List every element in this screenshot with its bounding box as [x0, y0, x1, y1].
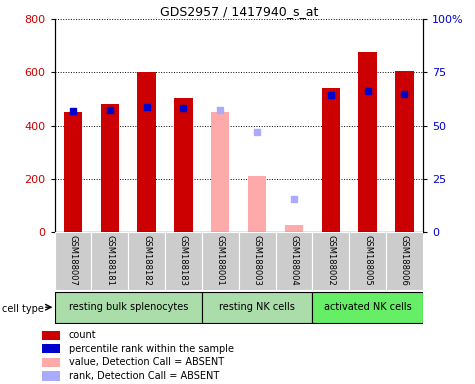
Text: value, Detection Call = ABSENT: value, Detection Call = ABSENT — [68, 358, 224, 367]
Text: GSM188183: GSM188183 — [179, 235, 188, 286]
Bar — [285, 225, 303, 232]
Text: GSM188002: GSM188002 — [326, 235, 335, 286]
Text: count: count — [68, 330, 96, 340]
Bar — [358, 53, 377, 232]
Bar — [101, 104, 119, 232]
Bar — [42, 358, 60, 367]
Text: rank, Detection Call = ABSENT: rank, Detection Call = ABSENT — [68, 371, 219, 381]
Bar — [42, 371, 60, 381]
Bar — [313, 232, 349, 290]
Bar — [248, 175, 266, 232]
Text: GSM188181: GSM188181 — [105, 235, 114, 286]
Bar — [395, 71, 414, 232]
Text: resting bulk splenocytes: resting bulk splenocytes — [68, 302, 188, 312]
Bar — [276, 232, 313, 290]
Text: resting NK cells: resting NK cells — [219, 302, 295, 312]
Bar — [42, 331, 60, 340]
Text: GSM188001: GSM188001 — [216, 235, 225, 286]
Bar — [165, 232, 202, 290]
Bar — [55, 232, 91, 290]
Text: GSM188006: GSM188006 — [400, 235, 409, 286]
Text: GSM188007: GSM188007 — [68, 235, 77, 286]
Text: activated NK cells: activated NK cells — [323, 302, 411, 312]
Title: GDS2957 / 1417940_s_at: GDS2957 / 1417940_s_at — [160, 5, 318, 18]
Bar — [202, 232, 238, 290]
Bar — [202, 292, 313, 323]
Bar — [238, 232, 276, 290]
Text: percentile rank within the sample: percentile rank within the sample — [68, 344, 234, 354]
Bar — [91, 232, 128, 290]
Bar — [313, 292, 423, 323]
Text: cell type: cell type — [2, 304, 44, 314]
Text: GSM188182: GSM188182 — [142, 235, 151, 286]
Bar — [128, 232, 165, 290]
Bar — [137, 73, 156, 232]
Bar — [386, 232, 423, 290]
Text: GSM188005: GSM188005 — [363, 235, 372, 286]
Bar — [42, 344, 60, 353]
Bar — [211, 113, 229, 232]
Text: GSM188003: GSM188003 — [253, 235, 262, 286]
Text: GSM188004: GSM188004 — [289, 235, 298, 286]
Bar — [55, 292, 202, 323]
Bar — [322, 88, 340, 232]
Bar — [64, 113, 82, 232]
Bar — [174, 98, 193, 232]
Bar — [349, 232, 386, 290]
